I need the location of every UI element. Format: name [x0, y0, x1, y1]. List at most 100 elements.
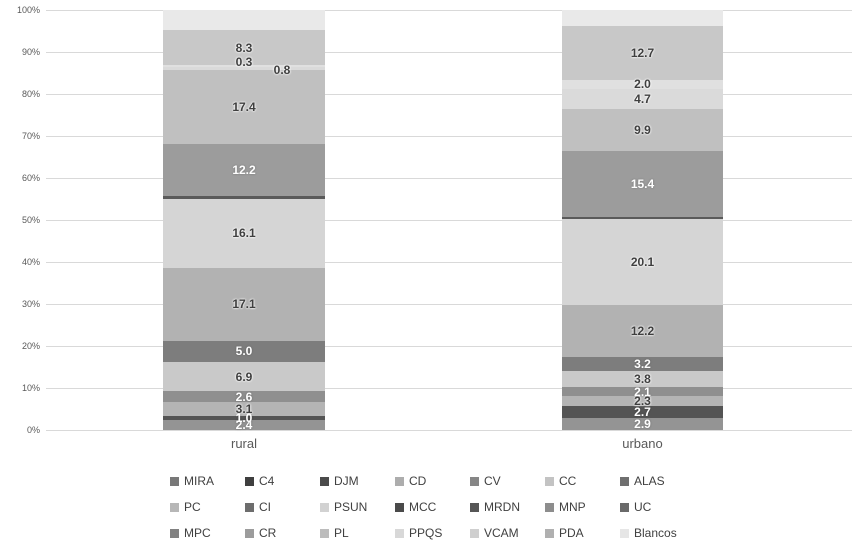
- gridline: [46, 346, 852, 347]
- legend-swatch: [470, 528, 479, 538]
- bar-segment-MNP: 12.2: [163, 144, 325, 197]
- bar-segment-C4: 2.7: [562, 406, 723, 418]
- bar-segment-MNP: 15.4: [562, 151, 723, 217]
- gridline: [46, 52, 852, 53]
- legend-label: ALAS: [634, 474, 665, 488]
- legend-item-MCC: MCC: [395, 500, 470, 514]
- bar-segment-PSUN: 16.1: [163, 199, 325, 268]
- data-label: 15.4: [630, 176, 655, 191]
- legend-label: CD: [409, 474, 427, 488]
- gridline: [46, 136, 852, 137]
- data-label: 4.7: [634, 91, 651, 106]
- y-axis-tick-label: 50%: [21, 215, 40, 225]
- legend-swatch: [470, 476, 479, 486]
- data-label: 8.3: [235, 40, 253, 55]
- data-label: 17.1: [232, 297, 256, 312]
- legend-item-MIRA: MIRA: [170, 474, 245, 488]
- bar-segment-Blancos: [163, 10, 325, 31]
- bar-segment-PL: 17.4: [163, 70, 325, 145]
- data-label: 0.3: [235, 55, 253, 70]
- y-axis-tick-label: 0%: [26, 425, 40, 435]
- legend-swatch: [545, 502, 554, 512]
- data-label: 6.9: [235, 369, 253, 384]
- legend-item-UC: UC: [620, 500, 695, 514]
- legend-swatch: [620, 476, 629, 486]
- legend-item-CD: CD: [395, 474, 470, 488]
- legend-label: CI: [259, 500, 271, 514]
- legend-label: MPC: [184, 526, 211, 540]
- legend-item-CI: CI: [245, 500, 320, 514]
- gridline: [46, 220, 852, 221]
- legend-item-PC: PC: [170, 500, 245, 514]
- data-label: 3.2: [634, 357, 651, 372]
- legend-item-PDA: PDA: [545, 526, 620, 540]
- legend-label: MNP: [559, 500, 586, 514]
- bar-segment-MCC: [562, 216, 723, 220]
- legend-label: UC: [634, 500, 652, 514]
- legend-swatch: [545, 528, 554, 538]
- legend-swatch: [320, 528, 329, 538]
- x-axis-label-rural: rural: [230, 436, 257, 451]
- y-axis-tick-label: 10%: [21, 383, 40, 393]
- y-axis-tick-label: 30%: [21, 299, 40, 309]
- legend-item-CC: CC: [545, 474, 620, 488]
- bar-segment-CV: 2.1: [562, 384, 723, 399]
- legend-item-CR: CR: [245, 526, 320, 540]
- data-label: 2.3: [634, 394, 651, 409]
- legend-label: VCAM: [484, 526, 519, 540]
- legend-item-MRDN: MRDN: [470, 500, 545, 514]
- y-axis-tick-label: 70%: [21, 131, 40, 141]
- legend: MIRA C4 DJM CD CV CC ALAS PC CI PSUN MCC MRDN MNP UC M…: [170, 468, 695, 546]
- gridline: [46, 178, 852, 179]
- legend-item-MPC: MPC: [170, 526, 245, 540]
- legend-item-PSUN: PSUN: [320, 500, 395, 514]
- bar-segment-PDA: 8.3: [163, 30, 325, 66]
- bar-segment-MIRA: 2.9: [562, 416, 723, 431]
- gridline: [46, 388, 852, 389]
- legend-swatch: [620, 502, 629, 512]
- data-label: 12.2: [630, 324, 655, 339]
- data-label: 0.8: [273, 63, 291, 78]
- bar-segment-VCAM: 0.3: [163, 56, 325, 68]
- bar-segment-PC: 17.1: [163, 267, 325, 341]
- bar-segment-C4: 1.0: [163, 412, 325, 424]
- bar-segment-CD: 2.3: [562, 394, 723, 409]
- data-label: 2.0: [634, 77, 651, 92]
- data-label: 3.1: [235, 401, 253, 416]
- data-label: 12.7: [630, 46, 655, 60]
- legend-item-MNP: MNP: [545, 500, 620, 514]
- legend-label: CC: [559, 474, 577, 488]
- x-axis-label-urbano: urbano: [622, 436, 663, 451]
- bar-segment-MIRA: 2.4: [163, 419, 325, 431]
- bar-urbano: 2.9 2.7 2.3 2.1 3.8 3.2 12.2 20.1 15.4 9.9 4.7 2.0 1…: [562, 10, 723, 430]
- y-axis-tick-label: 80%: [21, 89, 40, 99]
- bar-segment-CC: 3.8: [562, 371, 723, 388]
- legend-swatch: [395, 528, 404, 538]
- bar-segment-PL: 9.9: [562, 108, 723, 152]
- legend-swatch: [245, 528, 254, 538]
- legend-label: MIRA: [184, 474, 214, 488]
- bar-segment-ALAS: 5.0: [163, 340, 325, 362]
- legend-swatch: [320, 476, 329, 486]
- legend-label: DJM: [334, 474, 359, 488]
- gridline: [46, 10, 852, 11]
- legend-item-PPQS: PPQS: [395, 526, 470, 540]
- data-label: 1.0: [235, 410, 253, 425]
- legend-swatch: [245, 476, 254, 486]
- gridline: [46, 94, 852, 95]
- legend-item-VCAM: VCAM: [470, 526, 545, 540]
- legend-label: MCC: [409, 500, 437, 514]
- data-label: 3.8: [634, 372, 651, 387]
- data-label: 5.0: [235, 344, 253, 359]
- data-label: 2.9: [634, 416, 651, 431]
- data-label: 2.7: [634, 404, 651, 419]
- data-label: 2.6: [235, 389, 253, 404]
- gridline: [46, 262, 852, 263]
- legend-item-CV: CV: [470, 474, 545, 488]
- legend-swatch: [170, 476, 179, 486]
- data-label: 2.1: [634, 384, 651, 399]
- legend-item-PL: PL: [320, 526, 395, 540]
- bar-segment-MCC: [163, 196, 325, 200]
- legend-label: Blancos: [634, 526, 677, 540]
